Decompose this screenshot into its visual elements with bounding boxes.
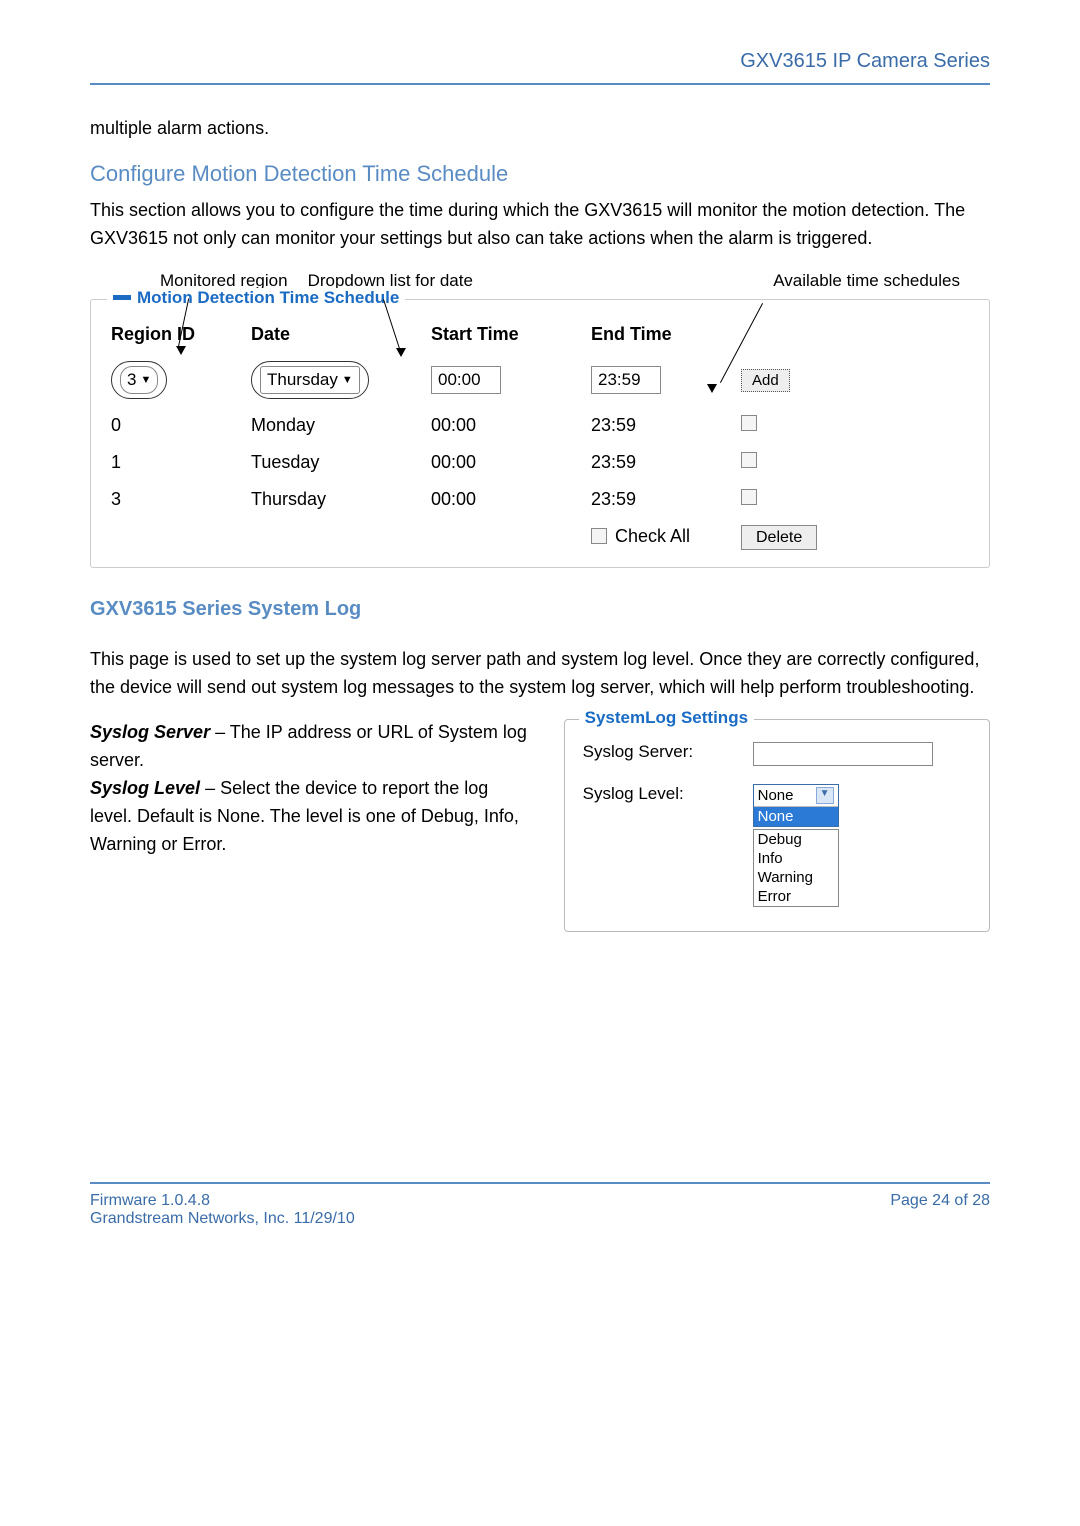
date-select[interactable]: Thursday ▼ bbox=[260, 366, 360, 394]
syslog-level-select[interactable]: None ▼ None bbox=[753, 784, 839, 827]
legend-dash-icon bbox=[113, 295, 131, 300]
section-heading-syslog: GXV3615 Series System Log bbox=[90, 598, 990, 621]
syslog-option[interactable]: Warning bbox=[754, 868, 838, 887]
syslog-desc: Syslog Server – The IP address or URL of… bbox=[90, 719, 534, 932]
check-all-label: Check All bbox=[615, 526, 690, 547]
row-checkbox[interactable] bbox=[741, 452, 757, 468]
syslog-server-label: Syslog Server: bbox=[583, 742, 753, 762]
syslog-server-term: Syslog Server bbox=[90, 722, 210, 742]
syslog-settings-box: SystemLog Settings Syslog Server: Syslog… bbox=[564, 719, 990, 932]
syslog-level-term: Syslog Level bbox=[90, 778, 200, 798]
row-checkbox[interactable] bbox=[741, 489, 757, 505]
start-time-input[interactable]: 00:00 bbox=[431, 366, 501, 394]
syslog-option[interactable]: Info bbox=[754, 849, 838, 868]
chevron-down-icon: ▼ bbox=[342, 374, 353, 386]
check-all-checkbox[interactable] bbox=[591, 528, 607, 544]
schedule-legend: Motion Detection Time Schedule bbox=[107, 288, 405, 308]
cell-end: 23:59 bbox=[591, 489, 741, 510]
col-end-time: End Time bbox=[591, 324, 741, 345]
syslog-level-highlight[interactable]: None bbox=[754, 807, 838, 826]
cell-region: 0 bbox=[111, 415, 251, 436]
syslog-server-row: Syslog Server: bbox=[583, 742, 971, 766]
row-checkbox[interactable] bbox=[741, 415, 757, 431]
col-start-time: Start Time bbox=[431, 324, 591, 345]
syslog-level-options: Debug Info Warning Error bbox=[753, 829, 839, 907]
syslog-option[interactable]: Error bbox=[754, 887, 838, 906]
cell-region: 1 bbox=[111, 452, 251, 473]
annotation-available-schedules: Available time schedules bbox=[773, 271, 960, 291]
cell-start: 00:00 bbox=[431, 452, 591, 473]
syslog-level-select-wrap: None ▼ None Debug Info Warning Error bbox=[753, 784, 839, 907]
table-row: 0 Monday 00:00 23:59 bbox=[111, 415, 969, 436]
delete-button[interactable]: Delete bbox=[741, 525, 817, 550]
cell-start: 00:00 bbox=[431, 415, 591, 436]
footer-page: Page 24 of 28 bbox=[890, 1192, 990, 1228]
add-button[interactable]: Add bbox=[741, 369, 790, 392]
region-select[interactable]: 3 ▼ bbox=[120, 366, 158, 394]
check-all-wrap: Check All bbox=[591, 526, 741, 547]
section-heading-motion: Configure Motion Detection Time Schedule bbox=[90, 161, 990, 187]
cell-date: Monday bbox=[251, 415, 431, 436]
footer-company: Grandstream Networks, Inc. 11/29/10 bbox=[90, 1210, 355, 1228]
header-title: GXV3615 IP Camera Series bbox=[90, 50, 990, 73]
table-row: 1 Tuesday 00:00 23:59 bbox=[111, 452, 969, 473]
schedule-box: Motion Detection Time Schedule Region ID… bbox=[90, 299, 990, 568]
region-select-value: 3 bbox=[127, 370, 136, 390]
annot-arrow-1 bbox=[176, 346, 186, 355]
schedule-control-row: 3 ▼ Thursday ▼ 00:00 23:59 Add bbox=[111, 361, 969, 399]
date-select-value: Thursday bbox=[267, 370, 338, 390]
syslog-option[interactable]: Debug bbox=[754, 830, 838, 849]
cell-region: 3 bbox=[111, 489, 251, 510]
col-date: Date bbox=[251, 324, 431, 345]
page-header: GXV3615 IP Camera Series bbox=[90, 50, 990, 85]
syslog-level-selected: None bbox=[758, 787, 794, 804]
cell-start: 00:00 bbox=[431, 489, 591, 510]
syslog-box-legend: SystemLog Settings bbox=[579, 708, 754, 728]
schedule-footer: Check All Delete bbox=[111, 526, 969, 547]
syslog-region: Syslog Server – The IP address or URL of… bbox=[90, 719, 990, 932]
intro-fragment: multiple alarm actions. bbox=[90, 115, 990, 143]
table-row: 3 Thursday 00:00 23:59 bbox=[111, 489, 969, 510]
schedule-legend-text: Motion Detection Time Schedule bbox=[137, 288, 399, 308]
chevron-down-icon: ▼ bbox=[140, 374, 151, 386]
syslog-level-row: Syslog Level: None ▼ None Debug Info War… bbox=[583, 784, 971, 907]
cell-date: Thursday bbox=[251, 489, 431, 510]
end-time-input[interactable]: 23:59 bbox=[591, 366, 661, 394]
annot-arrow-2 bbox=[396, 348, 406, 357]
cell-end: 23:59 bbox=[591, 452, 741, 473]
section-para-motion: This section allows you to configure the… bbox=[90, 197, 990, 253]
page-footer: Firmware 1.0.4.8 Grandstream Networks, I… bbox=[90, 1182, 990, 1228]
region-select-wrap: 3 ▼ bbox=[111, 361, 167, 399]
cell-date: Tuesday bbox=[251, 452, 431, 473]
cell-end: 23:59 bbox=[591, 415, 741, 436]
date-select-wrap: Thursday ▼ bbox=[251, 361, 369, 399]
schedule-header-row: Region ID Date Start Time End Time bbox=[111, 324, 969, 345]
chevron-down-icon: ▼ bbox=[816, 787, 834, 804]
syslog-level-label: Syslog Level: bbox=[583, 784, 753, 804]
syslog-para: This page is used to set up the system l… bbox=[90, 646, 990, 702]
footer-left: Firmware 1.0.4.8 Grandstream Networks, I… bbox=[90, 1192, 355, 1228]
footer-firmware: Firmware 1.0.4.8 bbox=[90, 1192, 355, 1210]
syslog-server-input[interactable] bbox=[753, 742, 933, 766]
annot-arrow-3 bbox=[707, 384, 717, 393]
